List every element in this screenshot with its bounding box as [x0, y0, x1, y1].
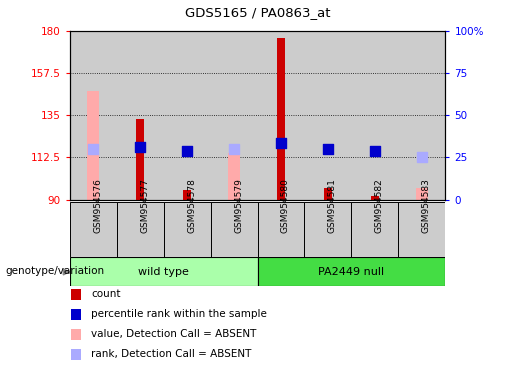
Bar [352, 202, 399, 257]
Bar [71, 329, 81, 340]
Bar [258, 31, 304, 200]
Bar [304, 31, 352, 200]
Bar [304, 202, 352, 257]
Point [230, 146, 238, 152]
Bar [211, 202, 258, 257]
Point [183, 148, 191, 154]
Bar [211, 31, 258, 200]
Text: GSM954583: GSM954583 [422, 179, 431, 233]
Bar [70, 31, 116, 200]
Point [371, 148, 379, 154]
Bar [416, 189, 428, 200]
Bar [399, 202, 445, 257]
Text: GSM954580: GSM954580 [281, 179, 290, 233]
Text: GDS5165 / PA0863_at: GDS5165 / PA0863_at [185, 6, 330, 19]
Text: genotype/variation: genotype/variation [5, 266, 104, 276]
Text: GSM954581: GSM954581 [328, 179, 337, 233]
Bar [258, 257, 445, 286]
Bar [164, 31, 211, 200]
Bar [258, 202, 304, 257]
Text: rank, Detection Call = ABSENT: rank, Detection Call = ABSENT [91, 349, 251, 359]
Text: count: count [91, 290, 121, 300]
Bar [164, 202, 211, 257]
Text: value, Detection Call = ABSENT: value, Detection Call = ABSENT [91, 329, 256, 339]
Bar [70, 257, 258, 286]
Bar [71, 289, 81, 300]
Point [418, 154, 426, 160]
Text: PA2449 null: PA2449 null [318, 266, 385, 277]
Bar [324, 189, 332, 200]
Bar [136, 119, 144, 200]
Bar [71, 309, 81, 320]
Bar [116, 202, 164, 257]
Bar [183, 190, 191, 200]
Bar [87, 91, 99, 200]
Point [136, 144, 144, 150]
Bar [277, 38, 285, 200]
Point [324, 146, 332, 152]
Text: wild type: wild type [138, 266, 189, 277]
Point [277, 140, 285, 146]
Bar [352, 31, 399, 200]
Text: percentile rank within the sample: percentile rank within the sample [91, 310, 267, 319]
Bar [228, 153, 240, 200]
Point [89, 146, 97, 152]
Text: GSM954578: GSM954578 [187, 179, 196, 233]
Bar [70, 202, 116, 257]
Text: GSM954582: GSM954582 [375, 179, 384, 233]
Text: GSM954576: GSM954576 [93, 179, 102, 233]
Bar [399, 31, 445, 200]
Bar [71, 349, 81, 360]
Bar [116, 31, 164, 200]
Bar [371, 196, 379, 200]
Text: GSM954577: GSM954577 [140, 179, 149, 233]
Text: GSM954579: GSM954579 [234, 179, 243, 233]
